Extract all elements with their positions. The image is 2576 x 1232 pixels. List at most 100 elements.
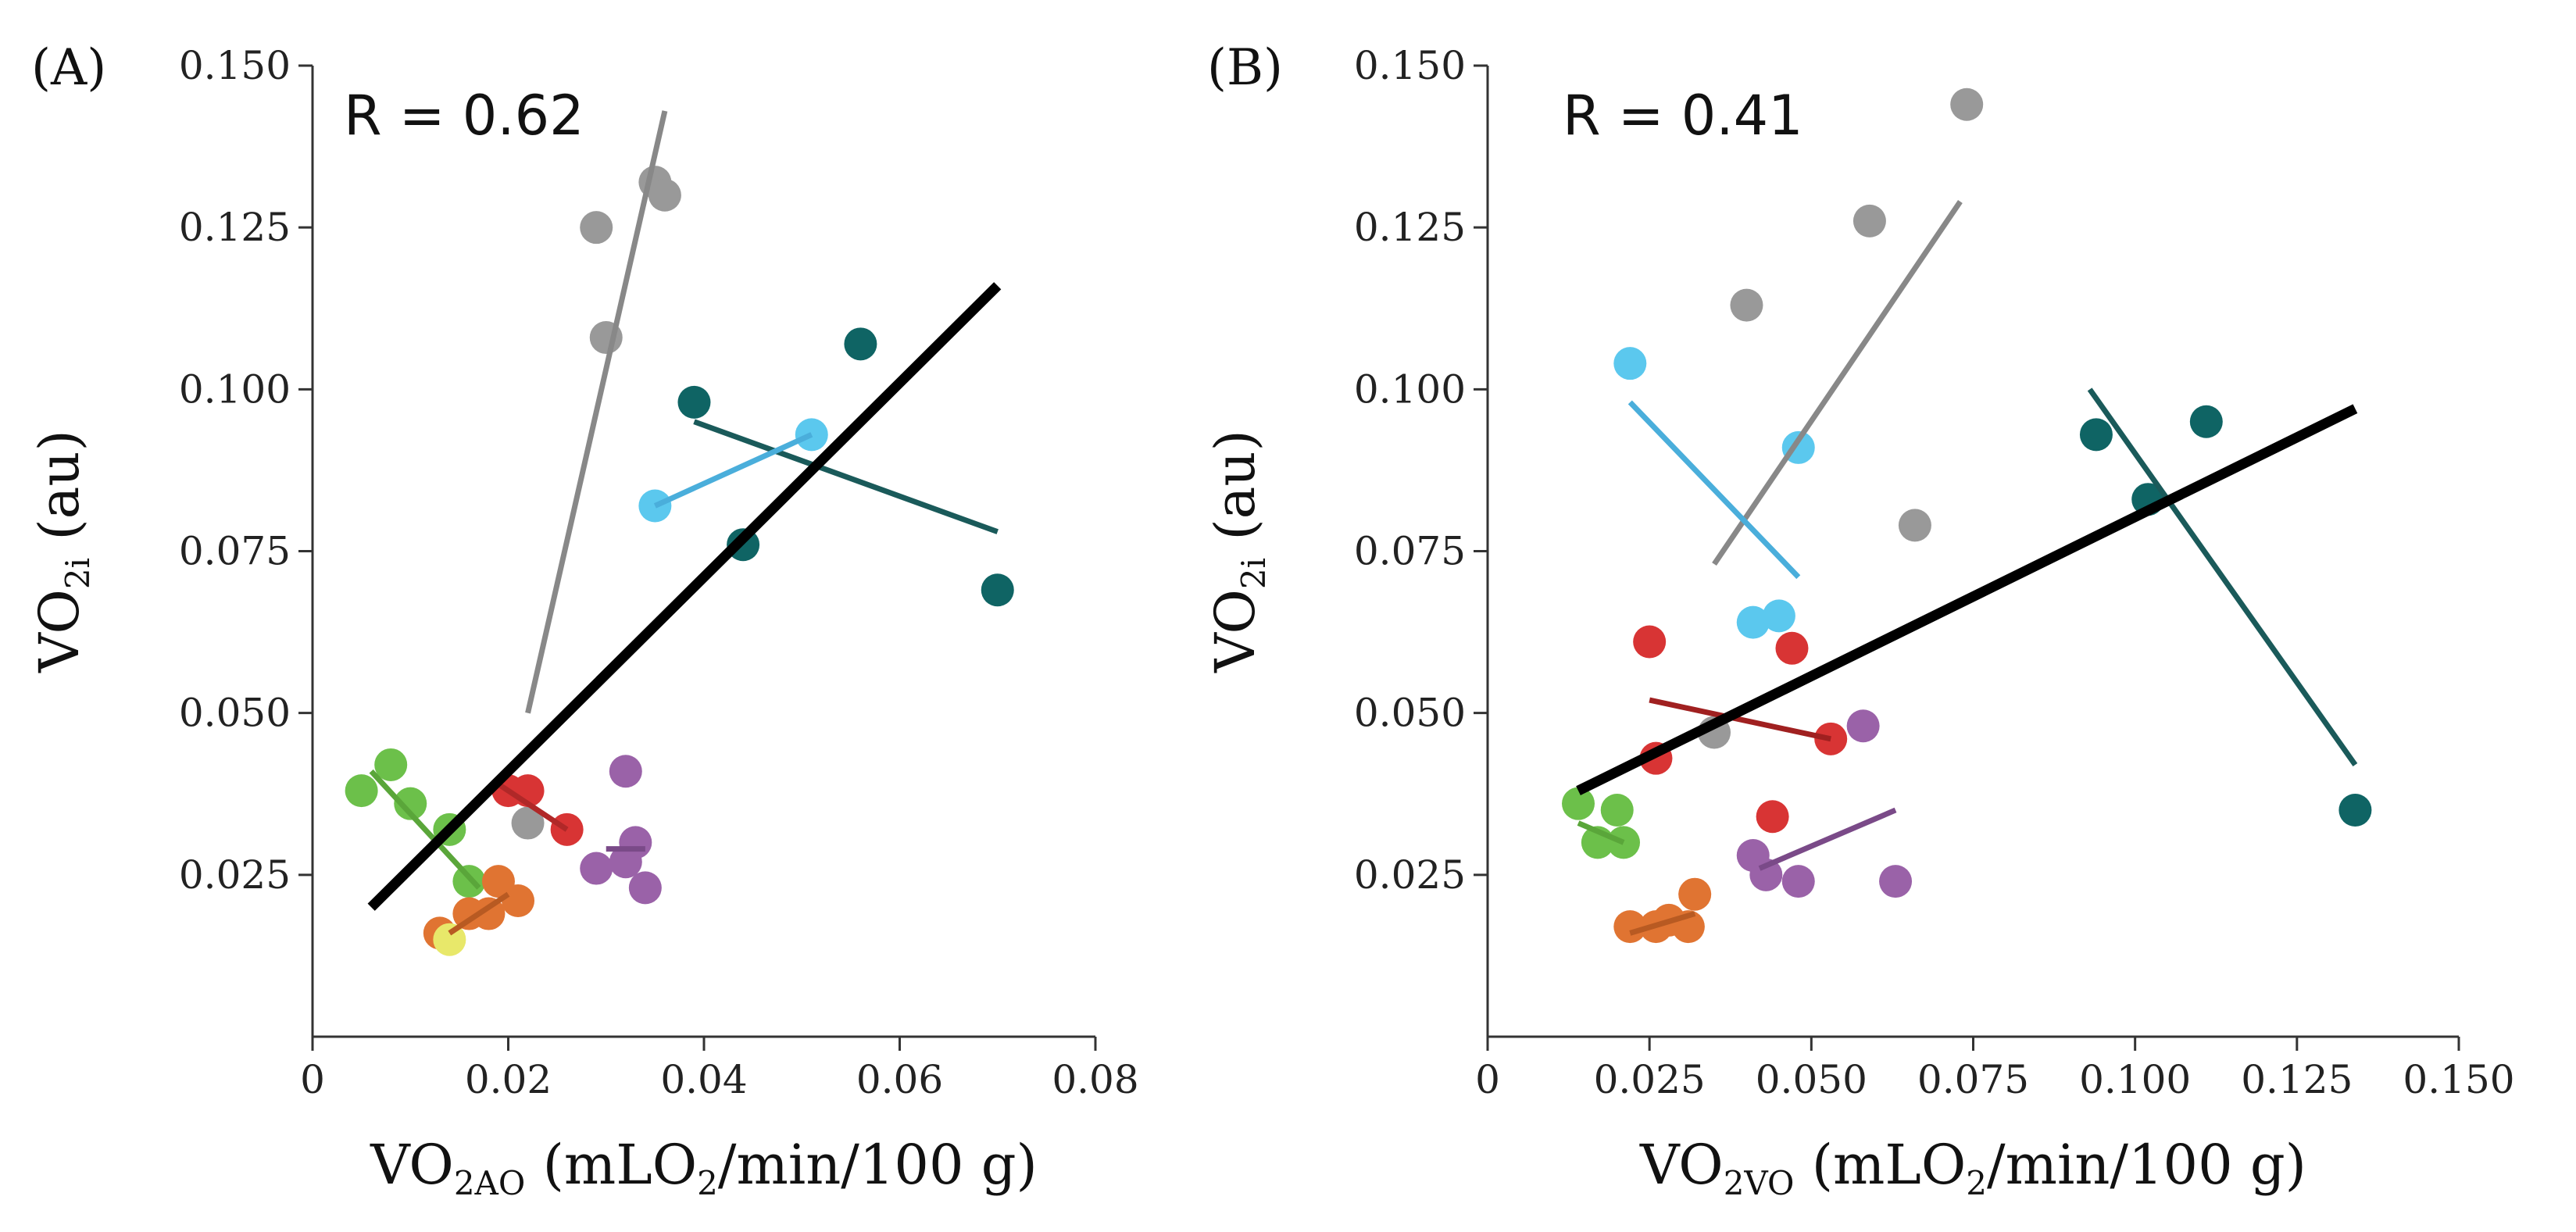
- y-tick-label: 0.025: [1354, 852, 1466, 898]
- data-point-green: [452, 865, 486, 898]
- data-point-orange: [502, 884, 535, 917]
- data-point-purple: [609, 755, 642, 788]
- data-point-lightblue: [1613, 347, 1647, 380]
- y-tick-label: 0.125: [179, 205, 291, 250]
- data-point-purple: [619, 826, 652, 859]
- y-tick-label: 0.025: [179, 852, 291, 898]
- x-title-tail: /min/100 g): [718, 1133, 1038, 1197]
- panel-a: 0.025 0.050 0.075 0.100 0.125 0.150 0 0.02 0.04 0…: [27, 39, 1139, 1202]
- data-point-purple: [1781, 865, 1815, 898]
- data-point-purple: [580, 852, 613, 885]
- x-title-main: VO: [370, 1133, 454, 1197]
- data-point-lightblue: [1736, 605, 1770, 639]
- x-tick-label: 0.050: [1756, 1057, 1867, 1102]
- data-point-teal: [677, 385, 711, 419]
- data-point-green: [1600, 793, 1634, 827]
- x-tick-label: 0.075: [1917, 1057, 2029, 1102]
- data-point-green: [374, 748, 408, 781]
- data-point-gray: [511, 806, 545, 840]
- y-tick-label: 0.050: [179, 691, 291, 736]
- y-tick-label: 0.150: [1354, 43, 1466, 88]
- data-point-orange: [1678, 877, 1712, 911]
- data-point-red: [1633, 625, 1667, 659]
- correlation-annotation: R = 0.62: [344, 84, 584, 148]
- x-tick-label: 0.150: [2403, 1057, 2514, 1102]
- overall-fit-line: [1576, 404, 2358, 795]
- data-point-teal: [2189, 405, 2223, 438]
- y-title-sub: 2i: [59, 558, 97, 589]
- data-point-teal: [981, 573, 1014, 607]
- x-tick-label: 0.02: [465, 1057, 552, 1102]
- fit-line-lightblue: [1627, 400, 1801, 580]
- fit-line-lightblue: [653, 432, 813, 509]
- data-point-gray: [648, 178, 681, 212]
- data-point-purple: [1846, 709, 1880, 743]
- x-tick-label: 0.04: [660, 1057, 747, 1102]
- data-point-red: [1775, 631, 1809, 665]
- data-point-orange: [472, 897, 506, 930]
- y-tick-label: 0.075: [1354, 529, 1466, 574]
- y-axis-title: VO2i (au): [27, 430, 97, 673]
- panel-label: (A): [31, 39, 106, 97]
- x-title-sub: 2AO: [454, 1164, 526, 1202]
- fit-line-orange: [448, 891, 510, 936]
- fit-line-gray: [1712, 200, 1963, 566]
- y-axis-title: VO2i (au): [1203, 430, 1273, 673]
- panel-b: 0.025 0.050 0.075 0.100 0.125 0.150 0 0.025 0.05…: [1203, 39, 2515, 1202]
- fit-line-red: [497, 781, 569, 832]
- data-point-gray: [1730, 288, 1763, 322]
- y-tick-label: 0.100: [179, 366, 291, 412]
- y-title-sub: 2i: [1234, 558, 1273, 589]
- data-point-green: [394, 787, 427, 820]
- data-point-green: [1562, 787, 1595, 820]
- fit-line-purple: [1758, 807, 1897, 871]
- x-tick-label: 0.025: [1594, 1057, 1706, 1102]
- y-title-rest: (au): [27, 430, 91, 558]
- x-title-tail: /min/100 g): [1987, 1133, 2306, 1197]
- fit-line-green: [1577, 820, 1625, 845]
- y-title-main: VO: [27, 589, 91, 673]
- data-point-yellow: [433, 923, 466, 956]
- y-tick-label: 0.050: [1354, 691, 1466, 736]
- data-point-teal: [844, 327, 877, 361]
- x-tick-label: 0.100: [2079, 1057, 2191, 1102]
- y-tick-label: 0.075: [179, 529, 291, 574]
- data-point-teal: [2338, 793, 2372, 827]
- x-title-sub2: 2: [697, 1164, 718, 1202]
- x-tick-label: 0: [1475, 1057, 1500, 1102]
- data-point-lightblue: [1762, 599, 1795, 633]
- x-axis-title: VO2AO (mLO2/min/100 g): [370, 1133, 1038, 1202]
- data-point-purple: [1879, 865, 1913, 898]
- x-tick-label: 0.125: [2241, 1057, 2353, 1102]
- correlation-annotation: R = 0.41: [1563, 84, 1803, 148]
- x-tick-label: 0.06: [856, 1057, 943, 1102]
- overall-fit-line: [367, 282, 1002, 911]
- y-tick-label: 0.150: [179, 43, 291, 88]
- fit-line-red: [1649, 697, 1831, 742]
- fit-line-green: [369, 769, 481, 890]
- fit-line-teal: [693, 419, 999, 534]
- x-title-sub: 2VO: [1724, 1164, 1795, 1202]
- x-tick-label: 0: [300, 1057, 325, 1102]
- data-point-red: [1756, 800, 1789, 834]
- x-title-sub2: 2: [1966, 1164, 1987, 1202]
- data-point-purple: [628, 871, 662, 905]
- panel-label: (B): [1207, 39, 1283, 97]
- data-point-purple: [1749, 858, 1783, 891]
- data-point-gray: [1898, 509, 1931, 542]
- data-point-gray: [580, 211, 613, 245]
- data-point-green: [345, 774, 378, 808]
- data-point-teal: [2079, 418, 2113, 452]
- x-title-main: VO: [1639, 1133, 1724, 1197]
- data-point-gray: [1853, 204, 1886, 237]
- y-title-rest: (au): [1203, 430, 1267, 558]
- fit-line-teal: [2087, 387, 2358, 766]
- y-tick-label: 0.100: [1354, 366, 1466, 412]
- fit-line-gray: [525, 110, 668, 714]
- y-tick-label: 0.125: [1354, 205, 1466, 250]
- x-title-rest: (mLO: [1794, 1133, 1966, 1197]
- x-axis-title: VO2VO (mLO2/min/100 g): [1639, 1133, 2306, 1202]
- data-point-gray: [1950, 87, 1984, 121]
- fit-line-orange: [1629, 911, 1696, 936]
